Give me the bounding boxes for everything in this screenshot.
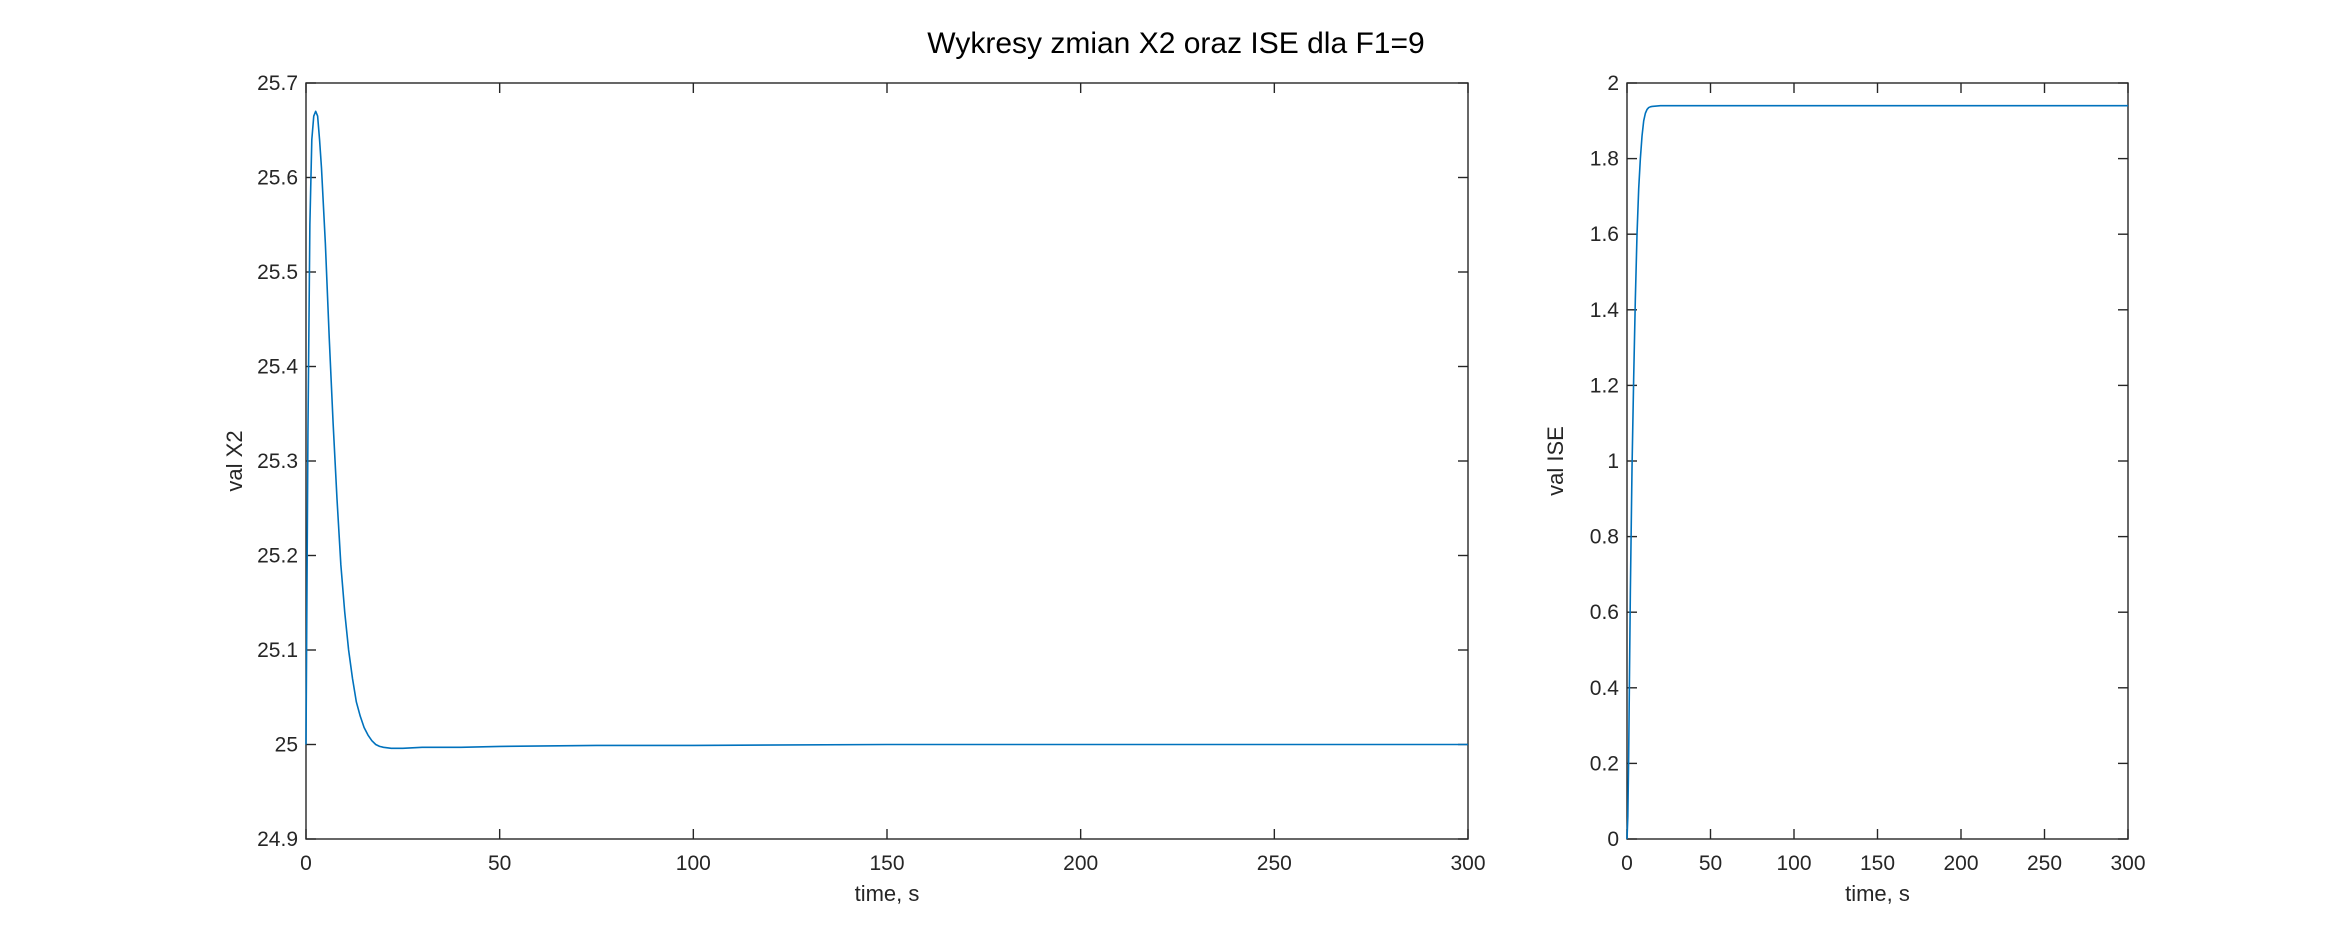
ise-chart: 0 50 100 150 200 250 300 0 0.2 0.4 0.6 0.8 1 1.2 1.4 1.…: [1543, 72, 2146, 906]
x2-y-axis-label: val X2: [222, 430, 247, 491]
x2-x-tick-label: 150: [869, 852, 904, 875]
ise-y-tick-label: 1.6: [1590, 223, 1619, 246]
x2-y-tick-label: 25.6: [257, 167, 298, 190]
ise-x-tick-label: 50: [1699, 852, 1722, 875]
x2-x-tick-label: 0: [300, 852, 312, 875]
x2-x-axis-label: time, s: [855, 881, 920, 906]
x2-x-tick-label: 50: [488, 852, 511, 875]
ise-y-axis-label: val ISE: [1543, 426, 1568, 496]
ise-x-tick-label: 0: [1621, 852, 1633, 875]
ise-plot-area: [1626, 82, 2129, 840]
ise-x-tick-label: 150: [1860, 852, 1895, 875]
x2-x-tick-label: 100: [676, 852, 711, 875]
ise-x-axis-label: time, s: [1845, 881, 1910, 906]
ise-y-tick-label: 1.8: [1590, 148, 1619, 171]
x2-x-tick-label: 250: [1257, 852, 1292, 875]
ise-y-tick-label: 2: [1607, 72, 1619, 95]
x2-y-tick-label: 25.2: [257, 545, 298, 568]
x2-y-tick-label: 25: [275, 734, 298, 757]
ise-x-tick-label: 100: [1776, 852, 1811, 875]
ise-y-tick-label: 1.4: [1590, 299, 1620, 322]
ise-y-tick-label: 0.2: [1590, 752, 1619, 775]
x2-x-tick-label: 200: [1063, 852, 1098, 875]
x2-y-tick-label: 25.4: [257, 356, 298, 379]
ise-y-tick-label: 0.4: [1590, 677, 1620, 700]
x2-x-tick-label: 300: [1450, 852, 1485, 875]
ise-y-tick-label: 0.8: [1590, 526, 1619, 549]
figure-title: Wykresy zmian X2 oraz ISE dla F1=9: [927, 27, 1424, 60]
ise-x-tick-label: 200: [1943, 852, 1978, 875]
x2-chart: 0 50 100 150 200 250 300 24.9 25 25.1 25.2 25.3 25.4…: [222, 72, 1486, 906]
ise-x-tick-label: 250: [2027, 852, 2062, 875]
x2-y-tick-label: 25.5: [257, 261, 298, 284]
x2-y-tick-label: 24.9: [257, 828, 298, 851]
x2-y-tick-label: 25.7: [257, 72, 298, 95]
ise-series-line: [1626, 104, 2128, 840]
ise-x-tick-label: 300: [2110, 852, 2145, 875]
ise-y-tick-label: 0: [1607, 828, 1619, 851]
x2-y-tick-label: 25.3: [257, 450, 298, 473]
x2-series-line: [305, 110, 1468, 750]
x2-plot-area: [305, 82, 1469, 840]
x2-y-tick-label: 25.1: [257, 639, 298, 662]
ise-y-tick-label: 1.2: [1590, 374, 1619, 397]
ise-y-tick-label: 0.6: [1590, 601, 1619, 624]
ise-y-tick-label: 1: [1607, 450, 1619, 473]
